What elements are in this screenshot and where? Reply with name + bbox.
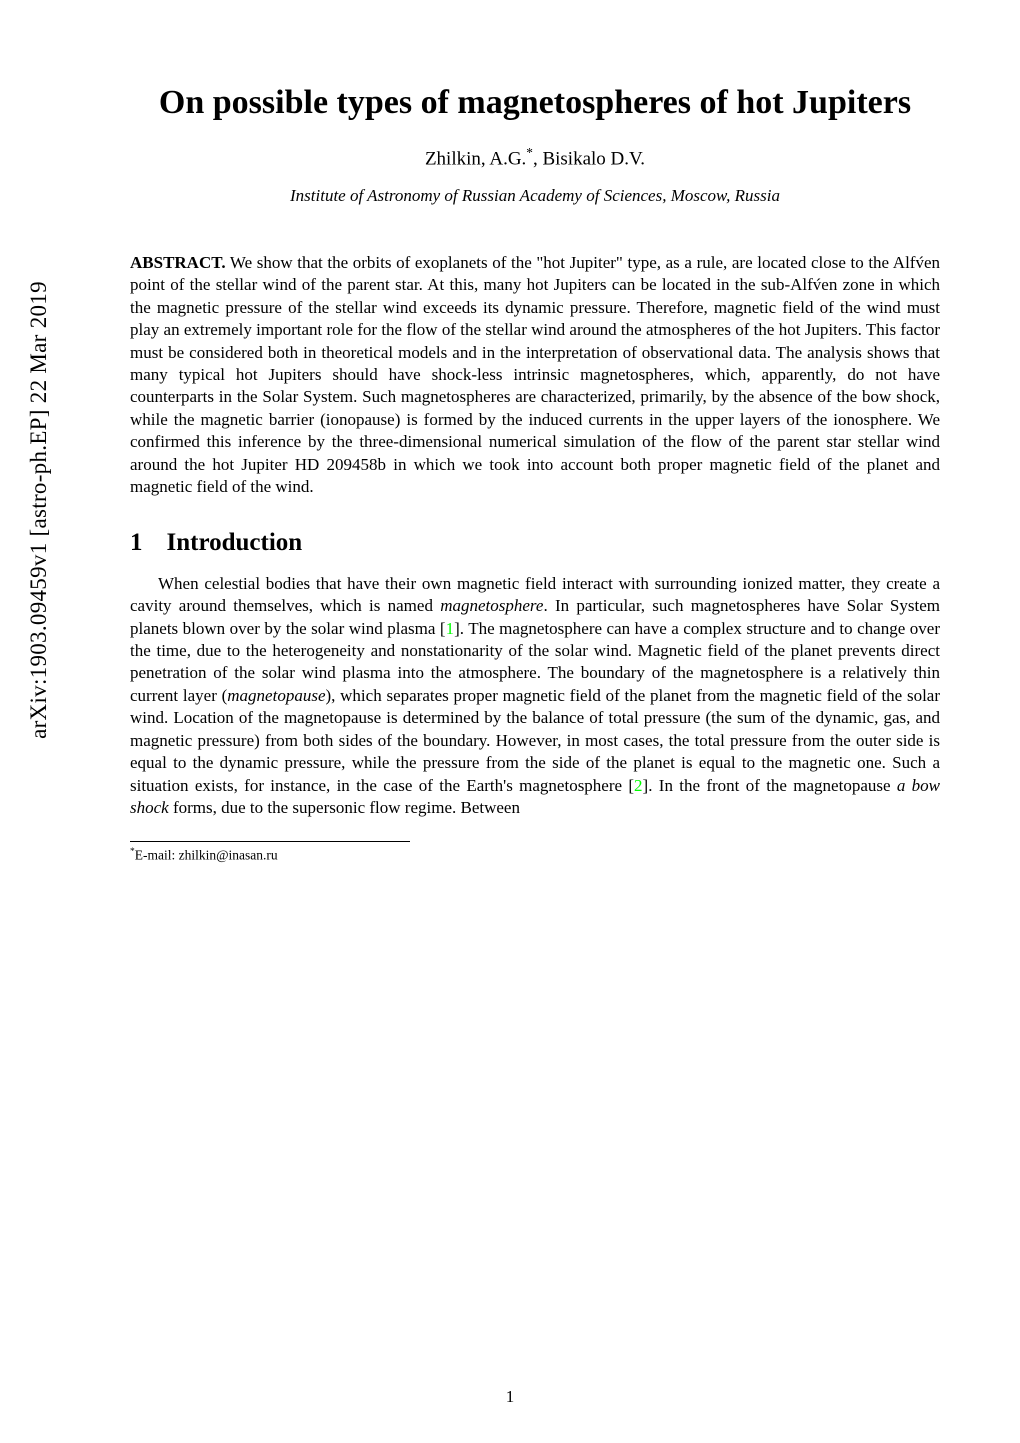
- page-number: 1: [506, 1387, 515, 1407]
- term-magnetosphere: magnetosphere: [440, 596, 543, 615]
- citation-1[interactable]: 1: [446, 619, 455, 638]
- affiliation: Institute of Astronomy of Russian Academ…: [130, 186, 940, 206]
- arxiv-identifier: arXiv:1903.09459v1 [astro-ph.EP] 22 Mar …: [26, 281, 52, 739]
- abstract-label: ABSTRACT.: [130, 253, 226, 272]
- section-title: Introduction: [167, 529, 303, 556]
- body-text-6: forms, due to the supersonic flow regime…: [169, 798, 520, 817]
- citation-2[interactable]: 2: [634, 776, 643, 795]
- abstract: ABSTRACT. We show that the orbits of exo…: [130, 252, 940, 499]
- footnote-rule: [130, 841, 410, 842]
- intro-paragraph: When celestial bodies that have their ow…: [130, 573, 940, 820]
- section-number: 1: [130, 529, 143, 557]
- section-heading: 1 Introduction: [130, 529, 940, 557]
- arxiv-sidebar: arXiv:1903.09459v1 [astro-ph.EP] 22 Mar …: [24, 170, 54, 850]
- abstract-text: We show that the orbits of exoplanets of…: [130, 253, 940, 496]
- body-text-5: ]. In the front of the magnetopause: [643, 776, 897, 795]
- page-content: On possible types of magnetospheres of h…: [130, 82, 940, 865]
- paper-title: On possible types of magnetospheres of h…: [130, 82, 940, 125]
- footnote-text: E-mail: zhilkin@inasan.ru: [135, 848, 278, 863]
- footnote: *E-mail: zhilkin@inasan.ru: [130, 846, 940, 864]
- term-magnetopause: magnetopause: [227, 686, 325, 705]
- authors: Zhilkin, A.G.*, Bisikalo D.V.: [130, 145, 940, 170]
